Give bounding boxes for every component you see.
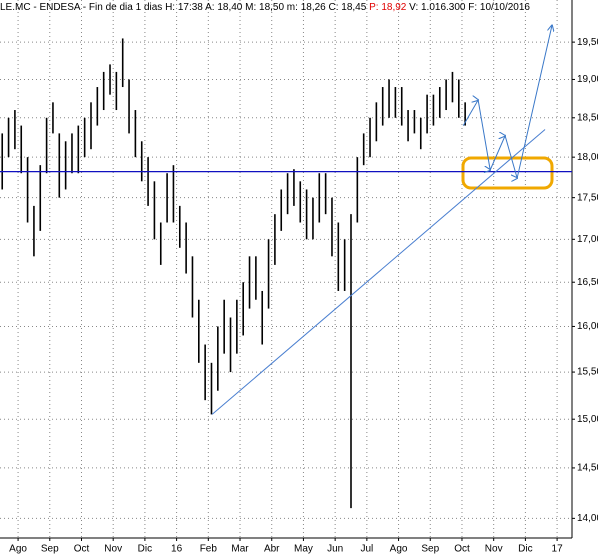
y-tick-label: 19,00 [577,74,598,85]
y-tick-label: 14,50 [577,463,598,474]
x-tick-label: 17 [552,544,564,555]
y-tick-label: 19,50 [577,37,598,48]
x-tick-label: Ago [390,544,408,555]
plot-area [0,0,572,538]
y-tick-label: 17,00 [577,234,598,245]
x-tick-label: Jul [360,544,373,555]
y-tick-label: 17,50 [577,192,598,203]
x-tick-label: Jun [327,544,343,555]
x-tick-label: Dic [518,544,532,555]
header-price: P: 18,92 [369,2,407,13]
x-tick-label: Dic [138,544,152,555]
x-tick-label: 16 [171,544,183,555]
x-tick-label: Abr [264,544,280,555]
x-tick-label: Oct [454,544,470,555]
forecast-path [462,25,552,178]
x-tick-label: Sep [41,544,59,555]
x-tick-label: Feb [200,544,218,555]
y-tick-label: 18,50 [577,112,598,123]
header-text: LE.MC - ENDESA - Fin de dia 1 dias H: 17… [0,2,367,13]
y-tick-label: 16,00 [577,321,598,332]
header-tail: V: 1.016.300 F: 10/10/2016 [409,2,530,13]
y-tick-label: 15,00 [577,414,598,425]
y-tick-label: 15,50 [577,367,598,378]
x-tick-label: Mar [231,544,249,555]
x-tick-label: Nov [104,544,122,555]
x-tick-label: Ago [9,544,27,555]
x-tick-label: Nov [485,544,503,555]
x-tick-label: May [294,544,313,555]
y-tick-label: 14,00 [577,513,598,524]
y-tick-label: 16,50 [577,277,598,288]
y-tick-label: 18,00 [577,152,598,163]
header: LE.MC - ENDESA - Fin de dia 1 dias H: 17… [0,2,530,13]
x-tick-label: Oct [74,544,90,555]
x-tick-label: Sep [421,544,439,555]
